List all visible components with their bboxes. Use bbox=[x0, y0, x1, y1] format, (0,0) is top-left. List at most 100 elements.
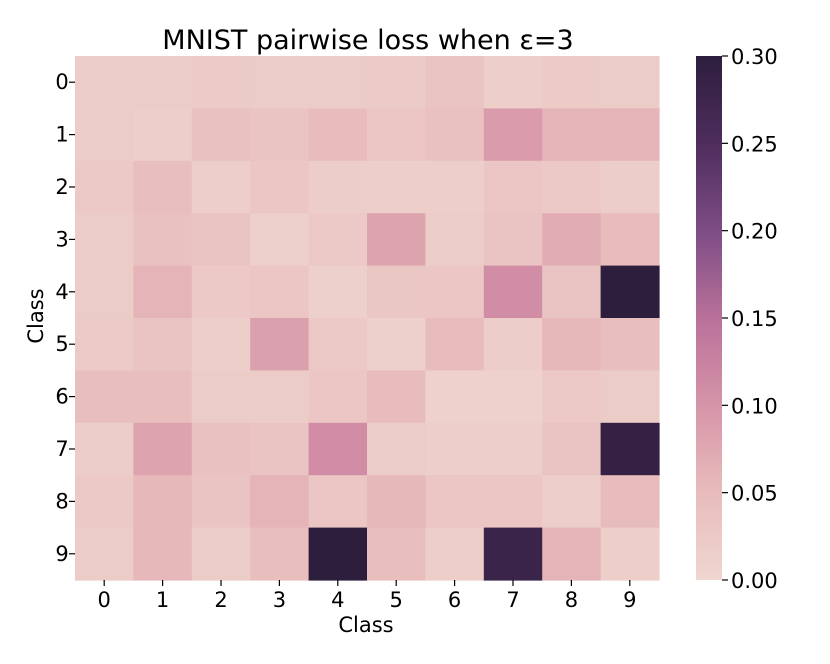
y-tick-label: 4 bbox=[55, 280, 68, 304]
heatmap-cell-6-6 bbox=[425, 370, 485, 424]
heatmap-cell-7-8 bbox=[542, 422, 602, 476]
heatmap-cell-8-1 bbox=[133, 475, 193, 529]
x-tick-label: 4 bbox=[331, 588, 344, 612]
x-axis-label: Class bbox=[338, 613, 393, 637]
heatmap-cell-1-0 bbox=[75, 108, 134, 162]
colorbar-ticks: 0.00 0.05 0.10 0.15 0.20 0.25 0.30 bbox=[722, 45, 778, 593]
heatmap-cell-3-3 bbox=[250, 213, 310, 267]
heatmap-cell-4-6 bbox=[425, 265, 485, 319]
heatmap-cell-5-9 bbox=[600, 318, 660, 371]
y-tick-label: 9 bbox=[55, 542, 68, 566]
heatmap-cell-9-4 bbox=[308, 527, 368, 581]
heatmap-cell-9-0 bbox=[75, 527, 134, 581]
heatmap-cell-2-3 bbox=[250, 160, 310, 214]
heatmap-cell-2-2 bbox=[191, 160, 251, 214]
heatmap-cell-3-2 bbox=[191, 213, 251, 267]
heatmap-cell-0-6 bbox=[425, 56, 485, 109]
heatmap-cell-5-0 bbox=[75, 318, 134, 371]
heatmap-cell-7-6 bbox=[425, 422, 485, 476]
heatmap-cell-7-9 bbox=[600, 422, 660, 476]
heatmap-cell-4-5 bbox=[367, 265, 426, 319]
heatmap-cell-5-2 bbox=[191, 318, 251, 371]
heatmap-cell-2-9 bbox=[600, 160, 660, 214]
heatmap-cell-9-1 bbox=[133, 527, 193, 581]
heatmap-cell-8-2 bbox=[191, 475, 251, 529]
y-tick-label: 8 bbox=[55, 489, 68, 513]
heatmap-cell-0-5 bbox=[367, 56, 426, 109]
heatmap-cell-4-9 bbox=[600, 265, 660, 319]
heatmap-cell-9-7 bbox=[483, 527, 543, 581]
heatmap-cell-1-2 bbox=[191, 108, 251, 162]
heatmap-cell-6-4 bbox=[308, 370, 368, 424]
heatmap-cell-0-8 bbox=[542, 56, 602, 109]
heatmap-cell-6-9 bbox=[600, 370, 660, 424]
chart-title: MNIST pairwise loss when ε=3 bbox=[162, 25, 573, 56]
heatmap-cell-7-2 bbox=[191, 422, 251, 476]
x-tick-label: 1 bbox=[156, 588, 169, 612]
colorbar-tick-label: 0.25 bbox=[731, 132, 778, 156]
y-axis-ticks: 0 1 2 3 4 5 6 7 8 9 bbox=[55, 70, 75, 566]
heatmap-cell-7-0 bbox=[75, 422, 134, 476]
heatmap-cell-0-1 bbox=[133, 56, 193, 109]
heatmap-cell-5-6 bbox=[425, 318, 485, 371]
heatmap-cell-6-5 bbox=[367, 370, 426, 424]
heatmap-cells bbox=[75, 56, 660, 581]
heatmap-cell-0-7 bbox=[483, 56, 543, 109]
colorbar-tick-label: 0.10 bbox=[731, 394, 778, 418]
heatmap-cell-3-5 bbox=[367, 213, 426, 267]
x-axis-ticks: 0 1 2 3 4 5 6 7 8 9 bbox=[98, 580, 636, 612]
heatmap-cell-5-3 bbox=[250, 318, 310, 371]
heatmap-cell-8-4 bbox=[308, 475, 368, 529]
heatmap-cell-8-0 bbox=[75, 475, 134, 529]
heatmap-cell-3-6 bbox=[425, 213, 485, 267]
heatmap-cell-0-2 bbox=[191, 56, 251, 109]
heatmap-cell-9-8 bbox=[542, 527, 602, 581]
heatmap-cell-5-4 bbox=[308, 318, 368, 371]
heatmap-cell-0-3 bbox=[250, 56, 310, 109]
y-tick-label: 1 bbox=[55, 123, 68, 147]
heatmap-cell-7-4 bbox=[308, 422, 368, 476]
y-tick-label: 7 bbox=[55, 437, 68, 461]
x-tick-label: 5 bbox=[390, 588, 403, 612]
heatmap-cell-0-4 bbox=[308, 56, 368, 109]
heatmap-cell-4-1 bbox=[133, 265, 193, 319]
heatmap-cell-9-2 bbox=[191, 527, 251, 581]
heatmap-cell-1-5 bbox=[367, 108, 426, 162]
heatmap-cell-1-7 bbox=[483, 108, 543, 162]
heatmap-cell-7-7 bbox=[483, 422, 543, 476]
heatmap-cell-0-0 bbox=[75, 56, 134, 109]
heatmap-cell-2-1 bbox=[133, 160, 193, 214]
heatmap-cell-6-8 bbox=[542, 370, 602, 424]
heatmap-cell-6-0 bbox=[75, 370, 134, 424]
heatmap-cell-2-0 bbox=[75, 160, 134, 214]
heatmap-cell-3-1 bbox=[133, 213, 193, 267]
heatmap-cell-5-5 bbox=[367, 318, 426, 371]
y-axis-label: Class bbox=[24, 288, 48, 343]
colorbar-tick-label: 0.00 bbox=[731, 569, 778, 593]
y-tick-label: 5 bbox=[55, 332, 68, 356]
heatmap-cell-4-0 bbox=[75, 265, 134, 319]
heatmap-cell-6-7 bbox=[483, 370, 543, 424]
heatmap-cell-6-2 bbox=[191, 370, 251, 424]
heatmap-cell-1-1 bbox=[133, 108, 193, 162]
heatmap-cell-1-6 bbox=[425, 108, 485, 162]
heatmap-cell-1-8 bbox=[542, 108, 602, 162]
heatmap-cell-8-7 bbox=[483, 475, 543, 529]
heatmap-cell-8-9 bbox=[600, 475, 660, 529]
heatmap-cell-4-4 bbox=[308, 265, 368, 319]
heatmap-cell-2-5 bbox=[367, 160, 426, 214]
heatmap-cell-3-9 bbox=[600, 213, 660, 267]
colorbar-tick-label: 0.15 bbox=[731, 307, 778, 331]
heatmap-cell-3-4 bbox=[308, 213, 368, 267]
y-tick-label: 3 bbox=[55, 227, 68, 251]
heatmap-cell-6-1 bbox=[133, 370, 193, 424]
heatmap-cell-8-6 bbox=[425, 475, 485, 529]
heatmap-cell-9-3 bbox=[250, 527, 310, 581]
y-tick-label: 0 bbox=[55, 70, 68, 94]
heatmap-cell-5-7 bbox=[483, 318, 543, 371]
heatmap-cell-4-3 bbox=[250, 265, 310, 319]
x-tick-label: 6 bbox=[448, 588, 461, 612]
colorbar bbox=[696, 56, 722, 580]
heatmap-cell-9-6 bbox=[425, 527, 485, 581]
